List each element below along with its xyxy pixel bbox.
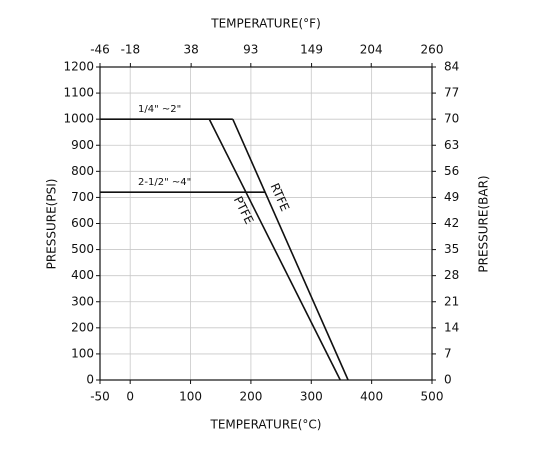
series-label: PTFE	[231, 194, 257, 226]
y2-tick-label: 49	[444, 190, 459, 204]
y-tick-label: 100	[71, 346, 94, 360]
x-tick-label: 0	[126, 390, 134, 404]
x2-tick-label: 149	[300, 43, 323, 57]
y-axis-label: PRESSURE(PSI)	[45, 179, 59, 270]
x-axis-label: TEMPERATURE(°C)	[210, 418, 322, 432]
x2-tick-label: 260	[421, 43, 444, 57]
y-tick-label: 500	[71, 242, 94, 256]
x-tick-label: -50	[90, 390, 110, 404]
y2-tick-label: 0	[444, 373, 452, 387]
y-tick-label: 200	[71, 320, 94, 334]
x2-tick-label: -18	[121, 43, 141, 57]
x2-tick-label: 38	[183, 43, 198, 57]
y-tick-label: 700	[71, 190, 94, 204]
series-line	[208, 118, 341, 381]
chart-title: TEMPERATURE(°F)	[210, 17, 321, 31]
y-tick-label: 1000	[63, 112, 94, 126]
y2-tick-label: 14	[444, 320, 459, 334]
x-tick-label: 500	[421, 390, 444, 404]
y-tick-label: 1200	[63, 60, 94, 74]
y2-axis-label: PRESSURE(BAR)	[477, 175, 491, 272]
y2-tick-label: 84	[444, 60, 459, 74]
y-tick-label: 800	[71, 164, 94, 178]
y2-tick-label: 28	[444, 268, 459, 282]
series-label: 1/4" ~2"	[138, 104, 181, 115]
y-tick-label: 0	[86, 373, 94, 387]
x-tick-label: 100	[179, 390, 202, 404]
y2-tick-label: 7	[444, 346, 452, 360]
y2-tick-label: 56	[444, 164, 459, 178]
y2-tick-label: 42	[444, 216, 459, 230]
x2-tick-label: 93	[243, 43, 258, 57]
x2-tick-label: 204	[360, 43, 383, 57]
y-tick-label: 900	[71, 138, 94, 152]
series-line	[232, 118, 349, 381]
x-tick-label: 400	[360, 390, 383, 404]
x2-tick-label: -46	[90, 43, 110, 57]
x-tick-label: 200	[239, 390, 262, 404]
y2-tick-label: 21	[444, 294, 459, 308]
y2-tick-label: 70	[444, 112, 459, 126]
plot-frame	[99, 66, 433, 381]
y2-tick-label: 35	[444, 242, 459, 256]
y-tick-label: 600	[71, 216, 94, 230]
y2-tick-label: 77	[444, 86, 459, 100]
y-tick-label: 1100	[63, 86, 94, 100]
series-label: 2-1/2" ~4"	[138, 177, 191, 188]
y2-tick-label: 63	[444, 138, 459, 152]
y-tick-label: 400	[71, 268, 94, 282]
x-tick-label: 300	[300, 390, 323, 404]
y-tick-label: 300	[71, 294, 94, 308]
